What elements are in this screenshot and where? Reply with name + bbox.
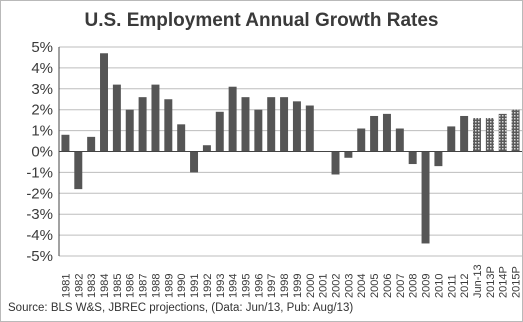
y-tick-label: 2% (31, 102, 53, 119)
x-tick-label: 1999 (292, 274, 304, 298)
x-tick-label: 2013P (485, 266, 497, 298)
bar (125, 109, 134, 152)
x-tick-label: 1986 (125, 274, 137, 298)
bar (357, 128, 366, 152)
projected-bar (511, 109, 520, 152)
bar (100, 53, 109, 152)
x-tick-label: 2010 (433, 274, 445, 298)
x-tick-label: 1996 (253, 274, 265, 298)
x-tick-label: 2005 (369, 274, 381, 298)
projected-bar (472, 118, 481, 152)
x-tick-label: 2014P (498, 266, 510, 298)
bar (292, 101, 301, 152)
chart-title: U.S. Employment Annual Growth Rates (84, 10, 439, 31)
projected-bar (498, 113, 507, 152)
bar (202, 145, 211, 152)
y-tick-label: 3% (31, 81, 53, 98)
bar (228, 86, 237, 152)
x-tick-label: 2007 (395, 274, 407, 298)
y-tick-label: -3% (26, 206, 53, 223)
x-tick-label: 1985 (112, 274, 124, 298)
bar (460, 115, 469, 152)
x-tick-label: 2001 (318, 274, 330, 298)
x-tick-label: 1981 (60, 274, 72, 298)
bar (241, 97, 250, 152)
bar (177, 124, 186, 152)
x-tick-label: Jun-13 (472, 264, 484, 298)
x-tick-label: 1987 (138, 274, 150, 298)
x-tick-label: 1982 (73, 274, 85, 298)
x-tick-label: 2000 (305, 274, 317, 298)
bar (382, 113, 391, 152)
bar (74, 151, 83, 190)
bar (447, 126, 456, 152)
bar (395, 128, 404, 152)
x-tick-label: 1992 (202, 274, 214, 298)
y-tick-label: -2% (26, 185, 53, 202)
x-tick-label: 2015P (511, 266, 522, 298)
y-tick-label: 5% (31, 39, 53, 56)
bar (254, 109, 263, 152)
bar (164, 99, 173, 152)
source-note: Source: BLS W&S, JBREC projections, (Dat… (8, 302, 354, 314)
y-tick-label: 0% (31, 144, 53, 161)
y-tick-label: -4% (26, 227, 53, 244)
x-tick-label: 1990 (176, 274, 188, 298)
bar (112, 84, 121, 152)
x-tick-label: 2009 (421, 274, 433, 298)
x-tick-label: 1989 (163, 274, 175, 298)
x-tick-label: 2012 (459, 274, 471, 298)
projected-bar (485, 118, 494, 152)
x-tick-label: 1991 (189, 274, 201, 298)
x-tick-label: 2004 (356, 274, 368, 298)
y-tick-label: -1% (26, 164, 53, 181)
bar (151, 84, 160, 152)
bar (87, 136, 96, 152)
chart-plot: 5% 4% 3% 2% 1% 0% -1% -2% -3% -4% -5% 1981 1982 1983… (26, 39, 522, 298)
x-tick-label: 2008 (408, 274, 420, 298)
x-tick-label: 2003 (343, 274, 355, 298)
y-tick-label: -5% (26, 248, 53, 265)
bar (305, 105, 314, 152)
bar (344, 151, 353, 158)
bar (370, 115, 379, 152)
bar (434, 151, 443, 167)
x-tick-label: 1997 (266, 274, 278, 298)
x-tick-label: 1988 (150, 274, 162, 298)
bar (267, 97, 276, 152)
x-tick-label: 1995 (240, 274, 252, 298)
bar (190, 151, 199, 173)
bar (421, 151, 430, 244)
bar (280, 97, 289, 152)
y-tick-label: 4% (31, 60, 53, 77)
x-tick-label: 1984 (99, 274, 111, 298)
x-tick-label: 1994 (228, 274, 240, 298)
x-tick-label: 1998 (279, 274, 291, 298)
x-tick-label: 2002 (331, 274, 343, 298)
bar (215, 111, 224, 152)
x-tick-label: 1993 (215, 274, 227, 298)
bar (331, 151, 340, 175)
bar (408, 151, 417, 165)
x-tick-label: 2006 (382, 274, 394, 298)
bar (138, 97, 147, 152)
x-tick-label: 2011 (446, 274, 458, 298)
x-tick-label: 1983 (86, 274, 98, 298)
y-tick-label: 1% (31, 123, 53, 140)
bar (61, 134, 70, 152)
